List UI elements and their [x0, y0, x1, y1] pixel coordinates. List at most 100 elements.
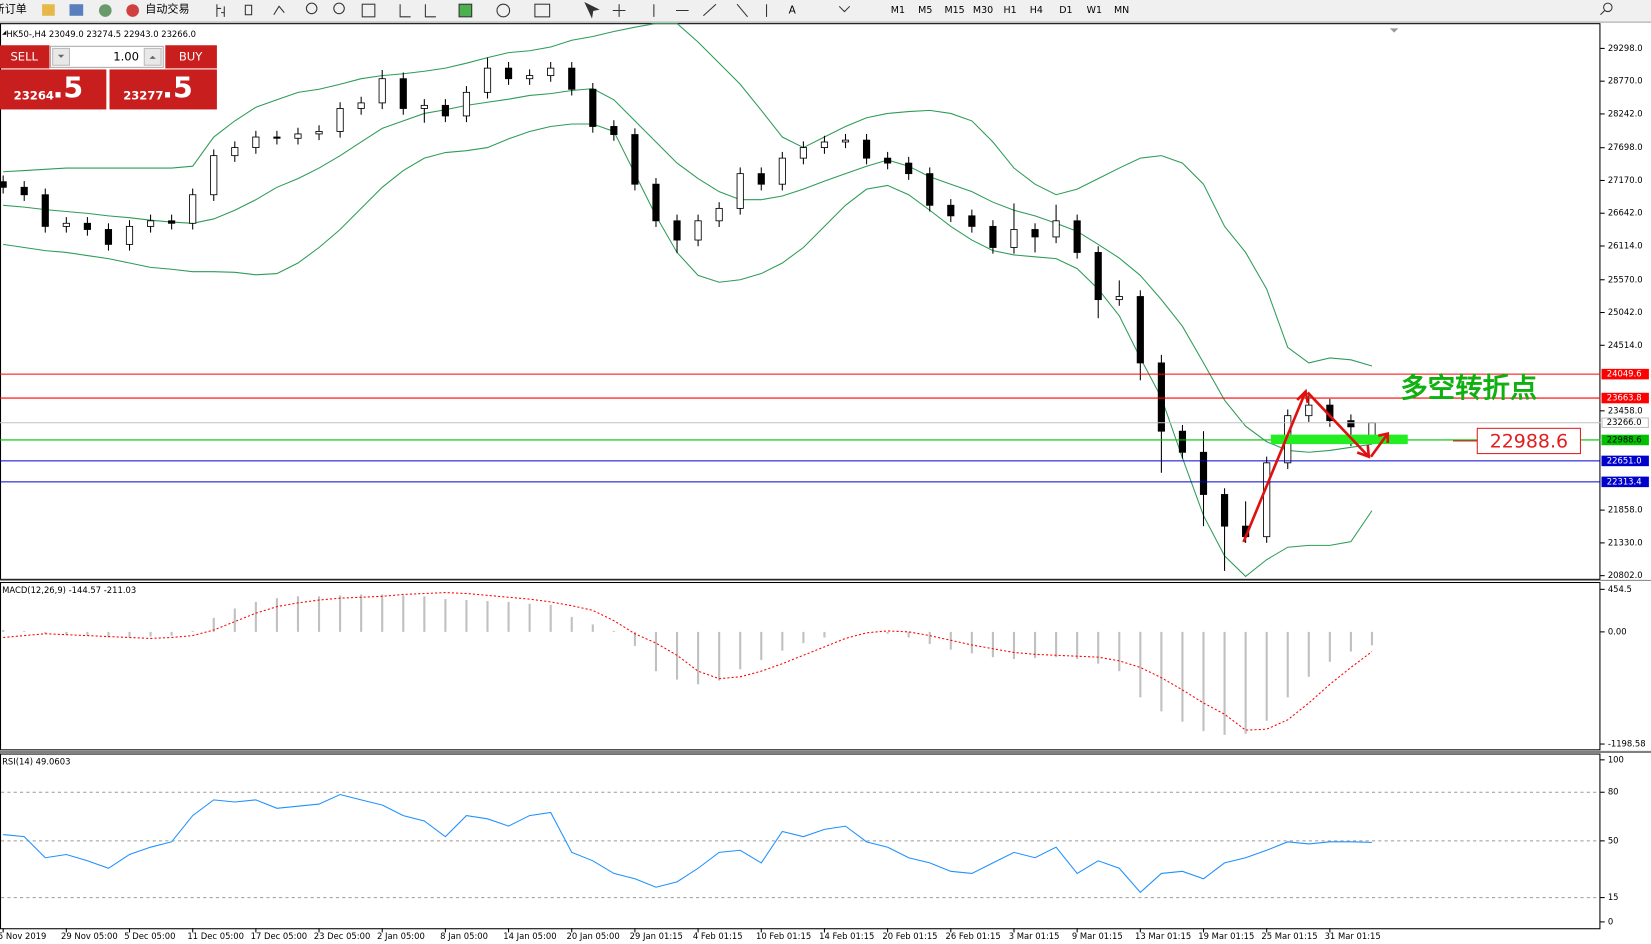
sell-label[interactable]: SELL — [10, 49, 38, 63]
icon[interactable] — [69, 4, 84, 16]
macd-panel — [0, 581, 1601, 751]
candle-body — [526, 75, 534, 80]
x-tick-label: 5 Dec 05:00 — [124, 931, 175, 941]
ask-box[interactable] — [109, 69, 217, 110]
toolbar-icons[interactable] — [216, 2, 1613, 19]
candle-body — [947, 204, 955, 217]
level-line-label: 23663.8 — [1607, 393, 1642, 403]
buy-button[interactable] — [165, 45, 217, 69]
timeframe-button[interactable]: H1 — [1003, 5, 1016, 16]
candle-body — [547, 67, 555, 77]
y-tick-label: 26114.0 — [1608, 241, 1643, 251]
ask-price: 23277 — [123, 88, 163, 102]
level-line-label: 24049.6 — [1607, 369, 1642, 379]
y-tick-label: 28770.0 — [1608, 76, 1643, 86]
y-tick-label: 27170.0 — [1608, 175, 1643, 185]
x-tick-label: 4 Feb 01:15 — [693, 931, 743, 941]
y-tick-label: 0.00 — [1608, 626, 1627, 636]
volume-value[interactable]: 1.00 — [113, 49, 139, 63]
timeframe-button[interactable]: D1 — [1059, 5, 1072, 16]
candle-body — [420, 104, 428, 109]
candle-body — [504, 67, 513, 80]
annotation-box — [1476, 427, 1581, 455]
band-upper — [3, 23, 1373, 367]
timeframe-button[interactable]: W1 — [1087, 5, 1102, 16]
y-tick-label: -1198.58 — [1608, 739, 1646, 749]
timeframe-button[interactable]: M15 — [944, 5, 964, 16]
candle-body — [210, 155, 218, 196]
y-tick-label: 21330.0 — [1608, 537, 1643, 547]
timeframe-button[interactable]: H4 — [1030, 5, 1043, 16]
candle-body — [252, 136, 260, 148]
candle-body — [968, 215, 976, 227]
candle-body — [1094, 252, 1102, 301]
candle-body — [1347, 420, 1355, 428]
icon[interactable] — [98, 4, 112, 17]
x-tick-label: 11 Dec 05:00 — [187, 931, 244, 941]
candle-body — [884, 157, 892, 164]
icon[interactable] — [42, 4, 55, 16]
timeframe-button[interactable]: M1 — [891, 5, 905, 16]
y-tick-label: 25042.0 — [1608, 307, 1643, 317]
y-tick-label: 0 — [1608, 916, 1613, 926]
timeframe-button[interactable]: M5 — [918, 5, 932, 16]
new-order-button[interactable]: 新订单 — [0, 1, 27, 15]
candle-body — [189, 194, 197, 224]
y-tick-label: 80 — [1608, 787, 1619, 797]
candle-body — [610, 126, 618, 135]
timeframe-button[interactable]: MN — [1114, 5, 1129, 16]
ask-pip: .5 — [162, 71, 193, 104]
candle-body — [589, 88, 597, 127]
y-tick-label: 28242.0 — [1608, 108, 1643, 118]
candle-body — [62, 222, 70, 227]
candle-body — [1010, 229, 1018, 248]
x-tick-label: 26 Feb 01:15 — [946, 931, 1001, 941]
candle-body — [715, 207, 723, 222]
candle-body — [20, 186, 28, 196]
timeframe-button[interactable]: M30 — [973, 5, 993, 16]
candle-body — [989, 225, 997, 248]
arrows — [1242, 388, 1390, 543]
candle-body — [1263, 462, 1271, 538]
band-lower — [3, 123, 1373, 578]
panel-title: RSI(14) 49.0603 — [2, 756, 70, 766]
x-tick-label: 13 Mar 01:15 — [1135, 931, 1191, 941]
y-tick-label: 100 — [1608, 754, 1624, 764]
candle-body — [357, 102, 365, 109]
candle-body — [168, 220, 176, 224]
x-tick-label: 9 Mar 01:15 — [1072, 931, 1123, 941]
buy-label[interactable]: BUY — [179, 49, 203, 63]
level-line-label: 22651.0 — [1607, 455, 1642, 465]
candle-body — [905, 162, 913, 175]
x-tick-label: 2 Jan 05:00 — [377, 931, 425, 941]
x-tick-label: 14 Jan 05:00 — [503, 931, 556, 941]
candle-body — [736, 173, 744, 209]
level-line-tag-inner — [1602, 393, 1648, 403]
current-price-label: 23266.0 — [1607, 417, 1642, 427]
y-tick-label: 25570.0 — [1608, 274, 1643, 284]
candle-body — [1199, 451, 1208, 495]
level-line-tag-inner — [1602, 477, 1648, 487]
auto-trading-button[interactable]: 自动交易 — [145, 1, 189, 15]
y-tick-label: 23458.0 — [1608, 405, 1643, 415]
text-tool[interactable]: A — [789, 5, 797, 17]
candle-body — [926, 173, 934, 206]
candle-body — [652, 183, 660, 222]
bid-price: 23264 — [14, 88, 54, 102]
x-tick-label: 19 Mar 01:15 — [1198, 931, 1254, 941]
candle-body — [41, 194, 49, 227]
annotation-price: 22988.6 — [1490, 431, 1568, 453]
support-zone — [1270, 434, 1408, 445]
volume-field[interactable] — [50, 45, 164, 68]
x-tick-label: 17 Dec 05:00 — [251, 931, 308, 941]
candle-body — [631, 134, 639, 185]
main-panel — [0, 23, 1601, 580]
candle-body — [146, 220, 155, 227]
bid-box[interactable] — [0, 69, 107, 110]
sell-button[interactable] — [0, 45, 50, 69]
auto-trading-icon[interactable] — [126, 4, 139, 17]
candle-body — [757, 173, 765, 185]
y-tick-label: 50 — [1608, 835, 1619, 845]
candle-body — [862, 139, 871, 159]
